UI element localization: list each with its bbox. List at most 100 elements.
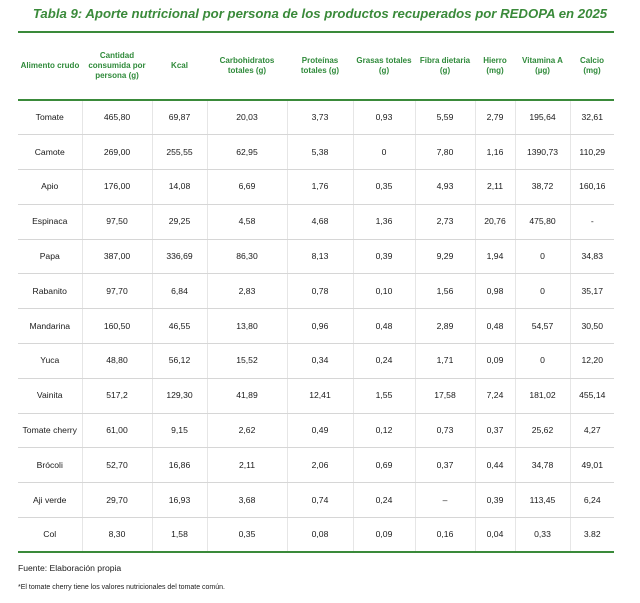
value-cell: 2,89 [414,308,475,345]
value-cell: 0,12 [352,413,415,449]
value-cell: 465,80 [81,100,152,136]
value-cell: 387,00 [81,239,152,275]
value-cell: 2,11 [206,447,287,484]
value-cell: 49,01 [569,447,614,484]
value-cell: 7,80 [414,134,475,171]
value-cell: 336,69 [151,239,207,275]
value-cell: 0,24 [352,482,415,519]
value-cell: 3,68 [206,482,287,519]
value-cell: 0,48 [352,308,415,345]
value-cell: 0,04 [474,517,515,554]
value-cell: 3.82 [569,517,614,554]
value-cell: 38,72 [514,169,570,205]
value-cell: 2,06 [286,447,353,484]
footnote: *El tomate cherry tiene los valores nutr… [18,584,225,591]
value-cell: 25,62 [514,413,570,449]
value-cell: 455,14 [569,378,614,414]
value-cell: 5,59 [414,100,475,136]
value-cell: 475,80 [514,204,570,240]
value-cell: 54,57 [514,308,570,345]
nutrition-table: Alimento crudo Cantidad consumida por pe… [18,31,614,554]
value-cell: 32,61 [569,100,614,136]
value-cell: 0,44 [474,447,515,484]
value-cell: 2,79 [474,100,515,136]
value-cell: 97,50 [81,204,152,240]
value-cell: 86,30 [206,239,287,275]
value-cell: 48,80 [81,343,152,379]
value-cell: 30,50 [569,308,614,345]
value-cell: 0,49 [286,413,353,449]
value-cell: 160,16 [569,169,614,205]
value-cell: 0 [514,273,570,310]
value-cell: 12,20 [569,343,614,379]
food-name-cell: Mandarina [18,308,82,345]
value-cell: 129,30 [151,378,207,414]
value-cell: 4,58 [206,204,287,240]
value-cell: 0,10 [352,273,415,310]
column-header: Grasas totales (g) [353,31,415,101]
food-name-cell: Camote [18,134,82,171]
value-cell: 1390,73 [514,134,570,171]
value-cell: - [569,204,614,240]
value-cell: 0,74 [286,482,353,519]
food-name-cell: Col [18,517,82,554]
value-cell: 0,37 [474,413,515,449]
food-name-cell: Tomate [18,100,82,136]
value-cell: 8,30 [81,517,152,554]
value-cell: 0,39 [474,482,515,519]
value-cell: 0,34 [286,343,353,379]
value-cell: – [414,482,475,519]
table-row: Tomate cherry 61,00 9,15 2,62 0,49 0,12 0,73 0,… [18,413,614,449]
table-row: Tomate 465,80 69,87 20,03 3,73 0,93 5,59 2,79 19… [18,100,614,136]
value-cell: 269,00 [81,134,152,171]
table-row: Espinaca 97,50 29,25 4,58 4,68 1,36 2,73 20,76 4… [18,204,614,240]
value-cell: 0,78 [286,273,353,310]
column-header: Fibra dietaria (g) [415,31,475,101]
value-cell: 0,35 [206,517,287,554]
value-cell: 0,08 [286,517,353,554]
column-header: Cantidad consumida por persona (g) [82,31,152,101]
source-note: Fuente: Elaboración propia [18,563,122,573]
table-row: Col 8,30 1,58 0,35 0,08 0,09 0,16 0,04 0,33 3.82 [18,517,614,554]
value-cell: 2,83 [206,273,287,310]
column-header: Proteínas totales (g) [287,31,353,101]
value-cell: 34,83 [569,239,614,275]
food-name-cell: Apio [18,169,82,205]
value-cell: 0,48 [474,308,515,345]
value-cell: 0,24 [352,343,415,379]
value-cell: 46,55 [151,308,207,345]
value-cell: 0,39 [352,239,415,275]
value-cell: 20,76 [474,204,515,240]
table-row: Brócoli 52,70 16,86 2,11 2,06 0,69 0,37 0,44 34,… [18,447,614,484]
value-cell: 12,41 [286,378,353,414]
value-cell: 17,58 [414,378,475,414]
value-cell: 3,73 [286,100,353,136]
food-name-cell: Aji verde [18,482,82,519]
value-cell: 15,52 [206,343,287,379]
value-cell: 69,87 [151,100,207,136]
column-header: Calcio (mg) [570,31,614,101]
value-cell: 517,2 [81,378,152,414]
value-cell: 0,37 [414,447,475,484]
table-row: Papa 387,00 336,69 86,30 8,13 0,39 9,29 1,94 0 34… [18,239,614,275]
value-cell: 1,36 [352,204,415,240]
value-cell: 0,33 [514,517,570,554]
value-cell: 9,15 [151,413,207,449]
value-cell: 0,93 [352,100,415,136]
column-header: Carbohidratos totales (g) [207,31,287,101]
table-row: Apio 176,00 14,08 6,69 1,76 0,35 4,93 2,11 38,72… [18,169,614,205]
food-name-cell: Tomate cherry [18,413,82,449]
table-row: Yuca 48,80 56,12 15,52 0,34 0,24 1,71 0,09 0 12,2… [18,343,614,379]
value-cell: 0 [514,343,570,379]
value-cell: 62,95 [206,134,287,171]
column-header: Kcal [152,31,207,101]
value-cell: 29,70 [81,482,152,519]
value-cell: 16,86 [151,447,207,484]
value-cell: 35,17 [569,273,614,310]
value-cell: 1,76 [286,169,353,205]
column-header: Vitamina A (µg) [515,31,570,101]
value-cell: 2,11 [474,169,515,205]
value-cell: 0,69 [352,447,415,484]
value-cell: 1,94 [474,239,515,275]
value-cell: 0,09 [474,343,515,379]
